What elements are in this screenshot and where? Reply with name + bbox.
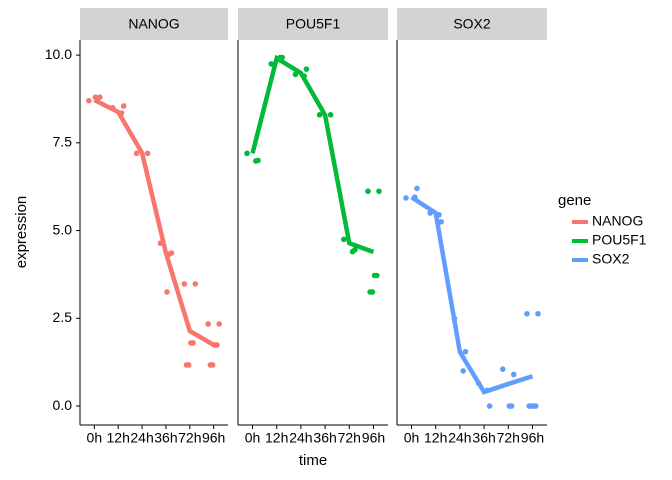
y-tick-label: 0.0: [53, 397, 73, 413]
x-tick-label: 36h: [154, 430, 177, 446]
x-tick-label: 12h: [424, 430, 447, 446]
x-tick-label: 24h: [448, 430, 471, 446]
y-tick-label: 7.5: [53, 134, 73, 150]
x-tick-label: 12h: [107, 430, 130, 446]
legend-label: SOX2: [592, 251, 630, 267]
x-tick-label: 96h: [521, 430, 544, 446]
point: [144, 150, 151, 157]
point: [253, 158, 259, 164]
point: [486, 403, 493, 409]
point: [303, 66, 310, 72]
point: [216, 321, 222, 327]
point: [188, 340, 194, 346]
x-tick-label: 24h: [289, 430, 312, 446]
x-tick-label: 36h: [313, 430, 336, 446]
legend-label: POU5F1: [592, 232, 647, 248]
y-tick-label: 10.0: [45, 46, 72, 62]
x-tick-label: 12h: [265, 430, 288, 446]
point: [371, 272, 378, 279]
legend-label: NANOG: [592, 213, 643, 229]
point: [535, 310, 541, 317]
point: [524, 310, 530, 317]
x-tick-label: 0h: [404, 430, 420, 446]
point: [506, 403, 513, 409]
x-tick-label: 72h: [178, 430, 201, 446]
point: [499, 366, 506, 372]
x-tick-label: 96h: [202, 430, 225, 446]
point: [367, 289, 373, 295]
point: [460, 368, 467, 374]
point: [86, 97, 92, 104]
strip-label: NANOG: [128, 16, 179, 32]
y-tick-label: 2.5: [53, 309, 73, 325]
point: [376, 188, 382, 195]
strip-label: SOX2: [453, 16, 491, 32]
point: [365, 188, 371, 195]
x-tick-label: 36h: [472, 430, 495, 446]
x-tick-label: 24h: [130, 430, 153, 446]
x-axis-title: time: [299, 452, 327, 469]
point: [438, 218, 445, 225]
strip-label: POU5F1: [286, 16, 341, 32]
point: [327, 111, 334, 118]
point: [164, 289, 170, 295]
point: [120, 103, 127, 109]
point: [207, 362, 214, 368]
strip: [80, 8, 228, 40]
strip: [238, 8, 388, 40]
point: [205, 321, 211, 327]
point: [526, 403, 532, 409]
x-tick-label: 96h: [362, 430, 385, 446]
point: [340, 236, 347, 243]
point: [316, 111, 323, 118]
point: [403, 195, 409, 201]
mean-line: [93, 98, 215, 347]
point: [462, 348, 469, 355]
x-tick-label: 0h: [87, 430, 103, 446]
point: [349, 248, 356, 255]
point: [244, 150, 250, 157]
point: [510, 371, 517, 378]
point: [92, 94, 99, 101]
y-axis-title: expression: [13, 196, 30, 269]
strip: [397, 8, 547, 40]
point: [183, 362, 190, 368]
x-tick-label: 72h: [497, 430, 520, 446]
x-tick-label: 72h: [338, 430, 361, 446]
point: [133, 150, 140, 157]
y-tick-label: 5.0: [53, 221, 73, 237]
point: [414, 185, 420, 192]
mean-line: [410, 195, 534, 395]
legend-title: gene: [558, 192, 591, 209]
point: [192, 281, 199, 287]
mean-line: [250, 54, 375, 255]
x-tick-label: 0h: [245, 430, 261, 446]
point: [181, 281, 188, 287]
